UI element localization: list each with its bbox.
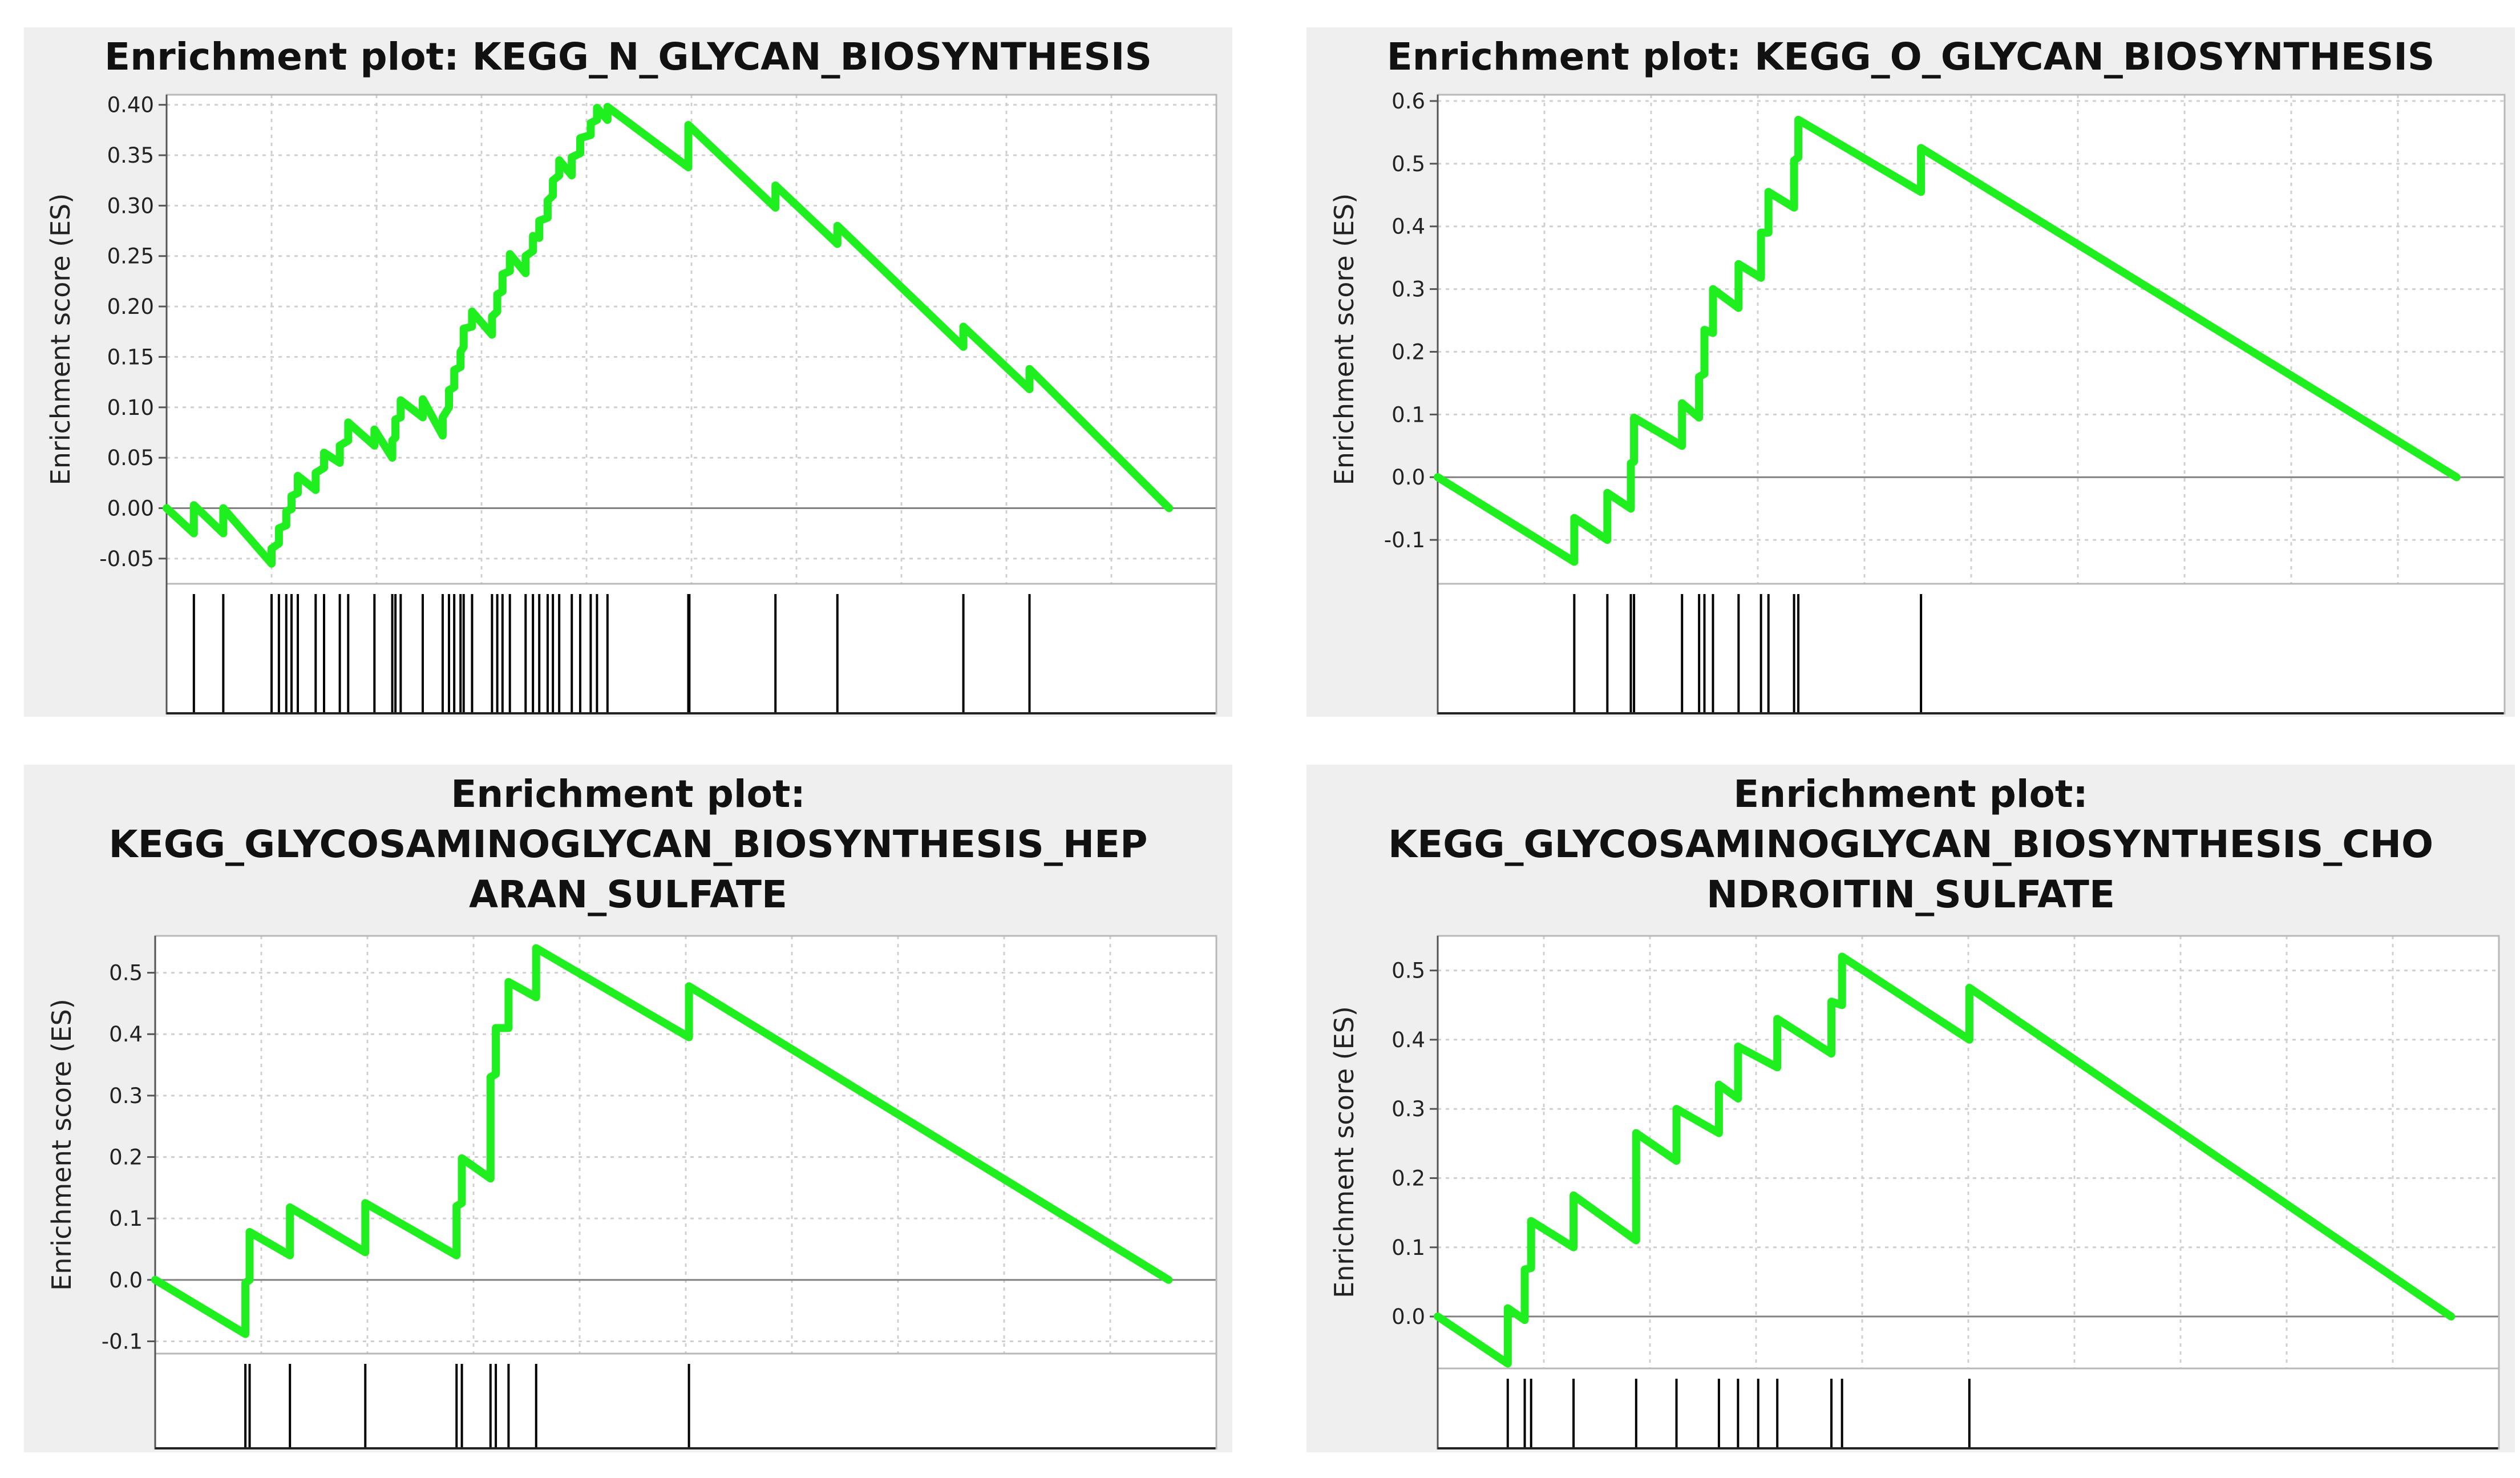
chart-title-line: NDROITIN_SULFATE <box>1706 873 2115 916</box>
chart-title-line: KEGG_GLYCOSAMINOGLYCAN_BIOSYNTHESIS_HEP <box>108 822 1148 866</box>
y-tick-label: 0.3 <box>1392 1097 1425 1121</box>
chart-title: Enrichment plot: KEGG_O_GLYCAN_BIOSYNTHE… <box>1306 32 2515 82</box>
chart-title-line: Enrichment plot: <box>1733 772 2088 816</box>
y-tick-label: 0.2 <box>1392 340 1425 364</box>
y-tick-label: 0.4 <box>1392 215 1425 239</box>
y-axis-label: Enrichment score (ES) <box>45 193 76 486</box>
y-tick-label: 0.10 <box>107 395 154 420</box>
y-tick-label: 0.2 <box>109 1145 143 1170</box>
y-tick-label: 0.0 <box>1392 465 1425 490</box>
y-tick-label: 0.2 <box>1392 1166 1425 1190</box>
chart-title-line: Enrichment plot: <box>451 772 806 816</box>
es-series-line <box>1434 115 2461 566</box>
chart-panel-heparan-sulfate: Enrichment plot: KEGG_GLYCOSAMINOGLYCAN_… <box>24 765 1232 1452</box>
y-tick-label: 0.3 <box>109 1084 143 1108</box>
y-tick-label: 0.40 <box>107 93 154 118</box>
y-tick-label: 0.5 <box>1392 152 1425 176</box>
hit-area <box>155 1354 1216 1449</box>
es-series-line <box>151 944 1173 1338</box>
y-tick-label: 0.6 <box>1392 89 1425 114</box>
y-tick-label: 0.5 <box>1392 959 1425 983</box>
y-tick-label: 0.35 <box>107 143 154 168</box>
y-tick-label: 0.1 <box>109 1206 143 1231</box>
y-tick-label: 0.5 <box>109 961 143 986</box>
y-tick-label: 0.0 <box>1392 1305 1425 1329</box>
es-series-line <box>163 103 1174 568</box>
y-axis-label: Enrichment score (ES) <box>46 999 77 1291</box>
enrichment-plot-o-glycan: -0.1 0.0 0.1 0.2 0.3 0.4 0.5 0.6 Enrichment scor… <box>1329 89 2506 714</box>
chart-title: Enrichment plot: KEGG_GLYCOSAMINOGLYCAN_… <box>24 769 1232 920</box>
hit-area <box>167 584 1216 714</box>
chart-panel-n-glycan: Enrichment plot: KEGG_N_GLYCAN_BIOSYNTHE… <box>24 27 1232 717</box>
y-tick-label: -0.1 <box>1384 528 1425 552</box>
es-series-line <box>1434 952 2456 1368</box>
enrichment-plot-heparan-sulfate: -0.1 0.0 0.1 0.2 0.3 0.4 0.5 Enrichment score (… <box>46 935 1217 1449</box>
chart-title-line: ARAN_SULFATE <box>469 873 787 916</box>
chart-panel-chondroitin-sulfate: Enrichment plot: KEGG_GLYCOSAMINOGLYCAN_… <box>1306 765 2515 1452</box>
y-tick-label: 0.4 <box>109 1022 143 1047</box>
y-tick-label: 0.1 <box>1392 1235 1425 1260</box>
y-tick-label: 0.30 <box>107 193 154 218</box>
y-axis-label: Enrichment score (ES) <box>1329 193 1360 486</box>
y-tick-label: 0.00 <box>107 496 154 520</box>
chart-title-line: Enrichment plot: KEGG_N_GLYCAN_BIOSYNTHE… <box>104 35 1152 79</box>
y-tick-label: 0.0 <box>109 1268 143 1293</box>
y-tick-label: 0.25 <box>107 244 154 269</box>
chart-title-line: KEGG_GLYCOSAMINOGLYCAN_BIOSYNTHESIS_CHO <box>1388 822 2434 866</box>
y-tick-label: 0.3 <box>1392 277 1425 302</box>
y-tick-label: -0.05 <box>99 547 154 571</box>
y-tick-label: 0.4 <box>1392 1028 1425 1052</box>
y-tick-label: -0.1 <box>102 1329 143 1354</box>
y-tick-label: 0.1 <box>1392 402 1425 427</box>
enrichment-plot-chondroitin-sulfate: 0.0 0.1 0.2 0.3 0.4 0.5 Enrichment score (ES) <box>1329 935 2500 1449</box>
y-tick-label: 0.05 <box>107 446 154 470</box>
y-tick-label: 0.20 <box>107 294 154 319</box>
chart-title: Enrichment plot: KEGG_N_GLYCAN_BIOSYNTHE… <box>24 32 1232 82</box>
enrichment-plot-n-glycan: -0.05 0.00 0.05 0.10 0.15 0.20 0.25 0.30 0.35 0.4… <box>45 93 1217 714</box>
chart-title: Enrichment plot: KEGG_GLYCOSAMINOGLYCAN_… <box>1306 769 2515 920</box>
y-tick-label: 0.15 <box>107 345 154 369</box>
hit-area <box>1438 584 2505 714</box>
chart-panel-o-glycan: Enrichment plot: KEGG_O_GLYCAN_BIOSYNTHE… <box>1306 27 2515 717</box>
chart-title-line: Enrichment plot: KEGG_O_GLYCAN_BIOSYNTHE… <box>1386 35 2435 79</box>
y-axis-label: Enrichment score (ES) <box>1329 1006 1360 1298</box>
